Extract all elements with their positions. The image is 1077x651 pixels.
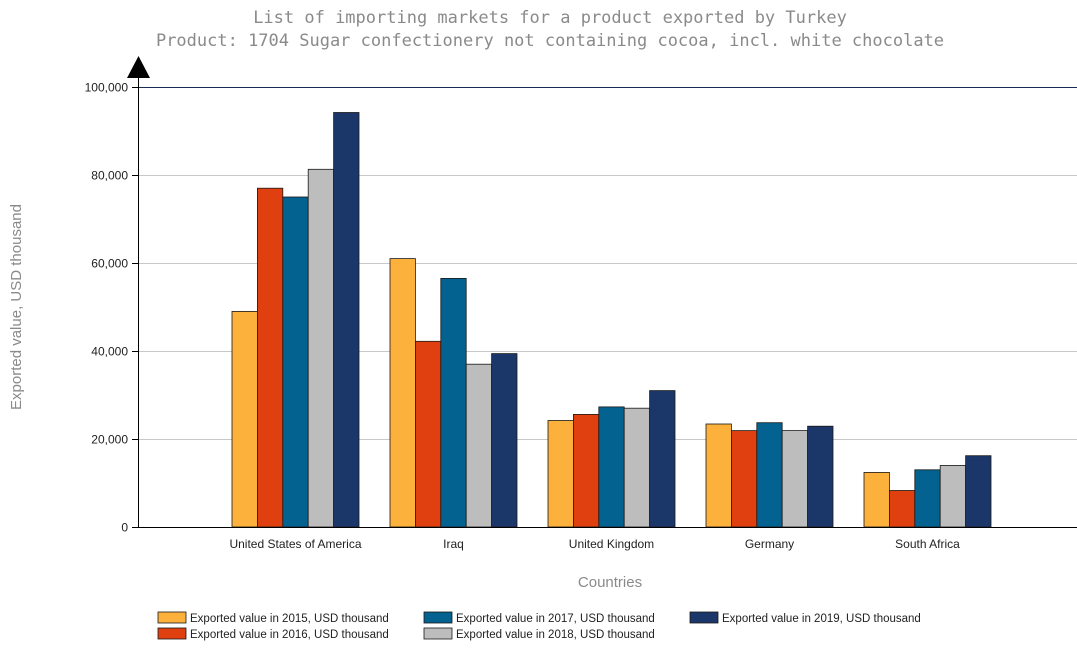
legend-label: Exported value in 2016, USD thousand [190, 629, 389, 641]
y-tick-label: 80,000 [91, 169, 128, 183]
x-axis-title: Countries [578, 574, 642, 591]
bar [889, 490, 916, 528]
bar [705, 423, 732, 528]
axes [127, 56, 1077, 528]
x-tick-labels: United States of America Iraq United Kingd… [229, 537, 960, 551]
legend-swatch [423, 611, 453, 624]
x-tick-label: Iraq [443, 537, 464, 551]
y-tick-label: 100,000 [85, 81, 129, 95]
bar [491, 353, 518, 528]
bar [939, 464, 967, 528]
bar [256, 187, 284, 528]
bar [649, 390, 676, 528]
legend-label: Exported value in 2015, USD thousand [190, 613, 389, 625]
bar [598, 406, 625, 528]
y-tick-label: 60,000 [91, 257, 128, 271]
bar [389, 258, 416, 528]
bar [465, 363, 493, 528]
y-tick-label: 40,000 [91, 345, 128, 359]
bar [731, 430, 758, 528]
bar [781, 430, 809, 528]
bar [573, 413, 600, 528]
legend-swatch [423, 627, 453, 640]
y-tick-labels: 0 20,000 40,000 60,000 80,000 100,000 [85, 81, 129, 535]
y-axis-title: Exported value, USD thousand [8, 204, 25, 410]
chart-title: List of importing markets for a product … [253, 8, 847, 28]
chart-subtitle: Product: 1704 Sugar confectionery not co… [156, 31, 944, 51]
legend-label: Exported value in 2019, USD thousand [722, 613, 921, 625]
bar [414, 340, 442, 528]
bar [333, 112, 360, 528]
bar [547, 420, 574, 528]
bar [307, 168, 335, 528]
bar [914, 469, 941, 528]
legend-swatch [157, 627, 187, 640]
bar [231, 310, 258, 528]
bar [863, 471, 890, 528]
legend-label: Exported value in 2018, USD thousand [456, 629, 655, 641]
bar [756, 422, 783, 528]
x-tick-label: United States of America [229, 537, 361, 551]
bar [440, 277, 467, 528]
legend-label: Exported value in 2017, USD thousand [456, 613, 655, 625]
x-tick-label: South Africa [895, 537, 960, 551]
bar [282, 196, 309, 528]
legend-swatch [689, 611, 719, 624]
legend: Exported value in 2015, USD thousand Expo… [157, 611, 921, 641]
x-tick-label: Germany [745, 537, 794, 551]
bar [623, 407, 651, 528]
y-axis-arrow-icon [127, 56, 150, 78]
bar [965, 455, 992, 528]
bars [231, 112, 992, 528]
x-tick-label: United Kingdom [569, 537, 654, 551]
y-tick-label: 0 [121, 521, 128, 535]
legend-swatch [157, 611, 187, 624]
bar [807, 425, 834, 528]
y-tick-label: 20,000 [91, 433, 128, 447]
